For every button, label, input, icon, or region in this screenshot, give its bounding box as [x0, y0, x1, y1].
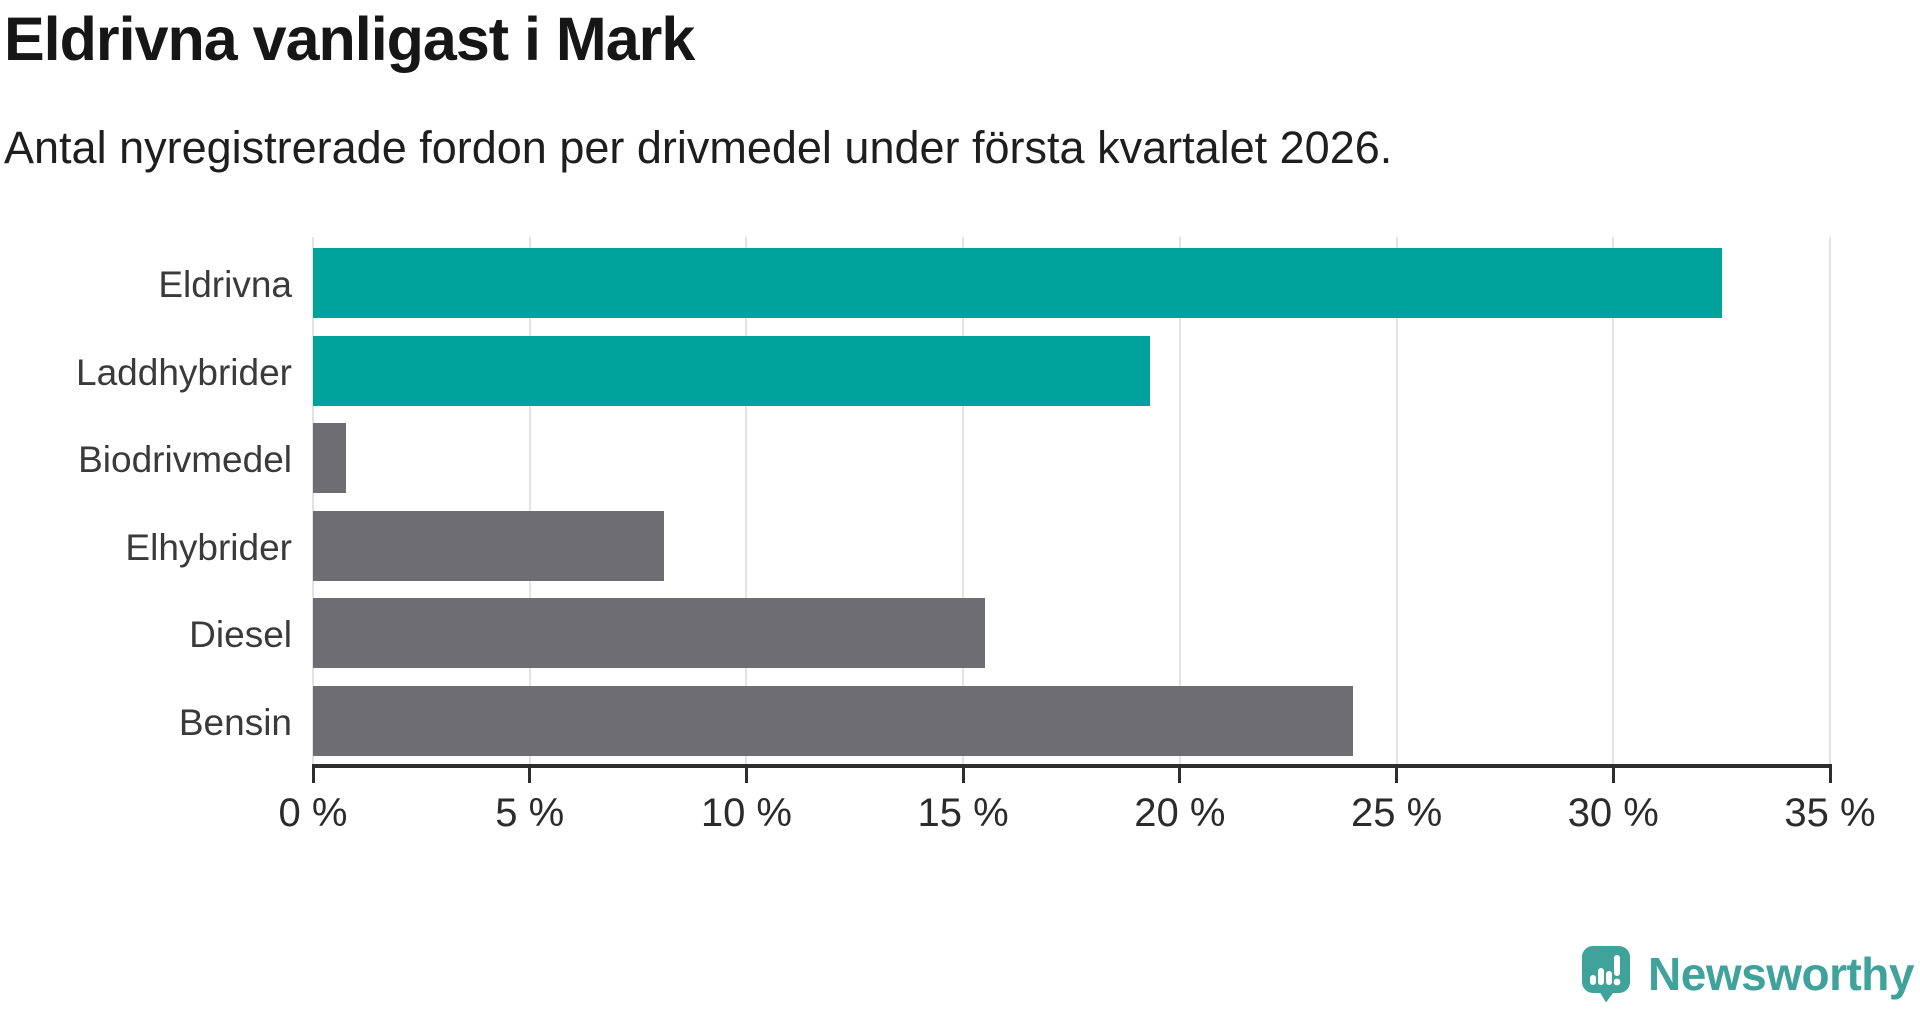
- x-axis-tick-label-25: 25 %: [1350, 791, 1443, 835]
- x-axis-tick-label-5: 5 %: [495, 791, 565, 835]
- x-axis-tick-label-35: 35 %: [1784, 791, 1876, 835]
- x-axis-tick-35: [1828, 764, 1832, 783]
- x-axis-tick-10: [744, 764, 748, 783]
- bar-eldrivna: [313, 248, 1722, 318]
- bar-elhybrider: [313, 510, 665, 581]
- x-axis-tick-label-0: 0 %: [278, 791, 348, 835]
- gridline-0%: [312, 237, 314, 767]
- newsworthy-logo: Newsworthy: [1581, 944, 1914, 1004]
- category-label-laddhybrider: Laddhybrider: [76, 351, 292, 393]
- x-axis-line: [311, 764, 1832, 768]
- x-axis-tick-20: [1178, 764, 1182, 783]
- x-axis-tick-label-10: 10 %: [700, 791, 792, 835]
- category-label-biodrivmedel: Biodrivmedel: [78, 439, 292, 481]
- page-title: Eldrivna vanligast i Mark: [4, 5, 695, 73]
- gridline-10%: [745, 237, 748, 767]
- gridline-20%: [1178, 237, 1181, 767]
- newsworthy-logo-text: Newsworthy: [1648, 948, 1914, 1000]
- gridline-30%: [1612, 237, 1615, 767]
- bar-laddhybrider: [313, 335, 1150, 406]
- newsworthy-speech-bubble-chart-icon: [1582, 946, 1631, 1003]
- bar-biodrivmedel: [313, 423, 346, 494]
- category-label-eldrivna: Eldrivna: [158, 264, 292, 305]
- gridline-25%: [1395, 237, 1398, 767]
- gridline-15%: [962, 237, 965, 767]
- x-axis-tick-25: [1395, 764, 1399, 783]
- gridline-35%: [1829, 237, 1831, 767]
- x-axis-tick-5: [528, 764, 532, 783]
- category-label-bensin: Bensin: [178, 702, 292, 743]
- bar-bensin: [313, 686, 1354, 756]
- x-axis-tick-15: [961, 764, 965, 783]
- x-axis-tick-label-30: 30 %: [1567, 791, 1659, 835]
- gridline-5%: [528, 237, 531, 767]
- chart-subtitle: Antal nyregistrerade fordon per drivmede…: [4, 122, 1393, 173]
- x-axis-tick-label-15: 15 %: [917, 791, 1009, 835]
- x-axis-tick-0: [311, 764, 315, 783]
- bar-diesel: [313, 598, 985, 669]
- category-label-diesel: Diesel: [189, 614, 292, 656]
- x-axis-tick-label-20: 20 %: [1134, 791, 1226, 835]
- x-axis-tick-30: [1611, 764, 1615, 783]
- category-label-elhybrider: Elhybrider: [125, 526, 292, 568]
